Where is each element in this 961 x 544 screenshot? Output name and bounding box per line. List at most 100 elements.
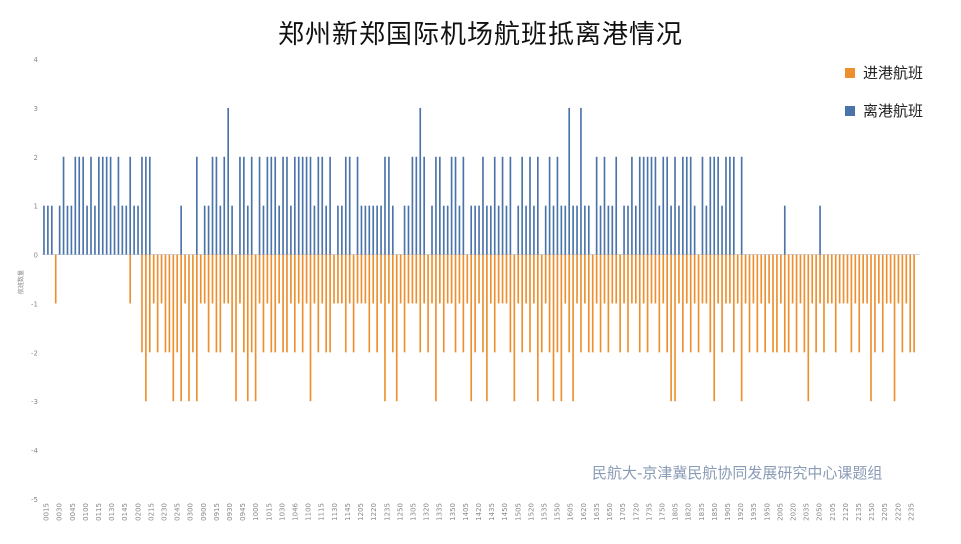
arrive-bar	[811, 254, 814, 304]
arrive-bar	[313, 254, 316, 304]
arrive-bar	[709, 254, 712, 353]
depart-bar	[658, 205, 661, 255]
arrive-bar	[638, 254, 641, 353]
series-depart	[43, 107, 821, 255]
depart-bar	[133, 205, 135, 255]
arrive-bar	[736, 254, 739, 304]
arrive-bar	[215, 254, 218, 353]
depart-bar	[278, 205, 280, 255]
depart-bar	[105, 156, 108, 255]
depart-bar	[442, 205, 445, 255]
x-tick-label: 2205	[881, 503, 889, 521]
depart-bar	[348, 156, 351, 255]
depart-bar	[337, 205, 339, 255]
arrive-bar	[827, 254, 829, 304]
depart-bar	[227, 107, 230, 255]
arrive-bar	[631, 254, 633, 304]
arrive-bar	[356, 254, 359, 304]
depart-bar	[407, 205, 410, 255]
depart-bar	[701, 156, 704, 255]
arrive-bar	[337, 254, 339, 304]
arrive-bar	[560, 254, 563, 402]
arrive-bar	[207, 254, 210, 353]
depart-bar	[223, 156, 226, 255]
arrive-bar	[893, 254, 896, 402]
x-tick-label: 1920	[737, 503, 745, 521]
depart-bar	[721, 205, 723, 255]
depart-bar	[286, 156, 288, 255]
arrive-bar	[368, 254, 371, 353]
depart-bar	[309, 156, 312, 255]
depart-bar	[419, 107, 422, 255]
x-tick-label: 1000	[252, 503, 260, 521]
arrive-bar	[619, 254, 621, 353]
arrive-bar	[293, 254, 296, 353]
depart-bar	[211, 156, 214, 255]
arrive-bar	[580, 254, 582, 353]
arrive-bar	[250, 254, 253, 353]
depart-bar	[415, 156, 418, 255]
arrive-bar	[505, 254, 508, 304]
x-tick-label: 1620	[580, 503, 588, 521]
arrive-bar	[850, 254, 853, 353]
arrive-bar	[274, 254, 277, 353]
arrive-bar	[317, 254, 320, 353]
depart-bar	[141, 156, 143, 255]
x-tick-label: 0145	[121, 503, 129, 521]
arrive-bar	[705, 254, 708, 304]
arrive-bar	[403, 254, 406, 353]
arrive-bar	[391, 254, 394, 353]
depart-bar	[313, 205, 316, 255]
arrive-bar	[603, 254, 606, 304]
arrive-bar	[627, 254, 629, 353]
arrive-bar	[642, 254, 645, 304]
arrive-bar	[599, 254, 602, 353]
depart-bar	[98, 156, 100, 255]
x-tick-label: 1805	[672, 503, 680, 521]
depart-bar	[678, 205, 680, 255]
arrive-bar	[160, 254, 163, 304]
arrive-bar	[227, 254, 230, 304]
arrive-bar	[341, 254, 343, 304]
arrive-bar	[572, 254, 574, 402]
depart-bar	[584, 205, 586, 255]
arrive-bar	[662, 254, 665, 304]
depart-bar	[642, 156, 645, 255]
depart-bar	[58, 205, 61, 255]
arrive-bar	[278, 254, 280, 304]
x-tick-label: 1450	[501, 503, 509, 521]
arrive-bar	[909, 254, 912, 353]
depart-bar	[682, 156, 684, 255]
x-tick-label: 1820	[685, 503, 693, 521]
arrive-bar	[246, 254, 249, 402]
depart-bar	[595, 156, 598, 255]
x-tick-label: 0930	[226, 503, 234, 521]
arrive-bar	[380, 254, 382, 304]
depart-bar	[717, 156, 719, 255]
depart-bar	[603, 156, 606, 255]
arrive-bar	[701, 254, 704, 304]
arrive-bar	[301, 254, 304, 353]
depart-bar	[196, 156, 198, 255]
depart-bar	[729, 156, 731, 255]
x-tick-label: 1705	[619, 503, 627, 521]
arrive-bar	[807, 254, 810, 402]
arrive-bar	[489, 254, 492, 304]
arrive-bar	[615, 254, 618, 304]
arrive-bar	[689, 254, 692, 353]
depart-bar	[740, 156, 743, 255]
x-tick-label: 2120	[842, 503, 850, 521]
depart-bar	[501, 156, 504, 255]
x-tick-label: 1015	[265, 503, 273, 521]
arrive-bar	[587, 254, 590, 353]
x-tick-label: 2020	[790, 503, 798, 521]
depart-bar	[662, 156, 665, 255]
depart-bar	[576, 205, 578, 255]
depart-bar	[623, 205, 625, 255]
depart-bar	[215, 156, 218, 255]
depart-bar	[270, 156, 273, 255]
x-tick-label: 2035	[803, 503, 811, 521]
depart-bar	[372, 205, 375, 255]
arrive-bar	[721, 254, 723, 353]
arrive-bar	[584, 254, 586, 304]
